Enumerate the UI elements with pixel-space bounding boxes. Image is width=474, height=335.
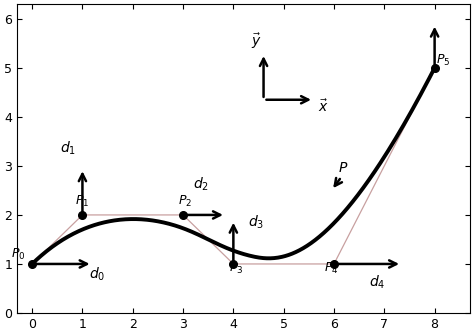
Text: $d_3$: $d_3$: [248, 214, 264, 231]
Text: $d_4$: $d_4$: [369, 274, 385, 291]
Text: $P_0$: $P_0$: [11, 247, 25, 262]
Text: $d_0$: $d_0$: [90, 266, 106, 283]
Text: $P_3$: $P_3$: [228, 261, 243, 276]
Text: $P$: $P$: [338, 161, 348, 176]
Text: $\vec{x}$: $\vec{x}$: [318, 99, 328, 116]
Text: $\vec{y}$: $\vec{y}$: [251, 31, 261, 51]
Text: $d_2$: $d_2$: [192, 176, 209, 193]
Text: $P_2$: $P_2$: [179, 194, 192, 209]
Text: $P_1$: $P_1$: [75, 194, 90, 209]
Text: $P_4$: $P_4$: [324, 261, 339, 276]
Text: $P_5$: $P_5$: [437, 53, 451, 68]
Text: $d_1$: $d_1$: [60, 140, 76, 157]
